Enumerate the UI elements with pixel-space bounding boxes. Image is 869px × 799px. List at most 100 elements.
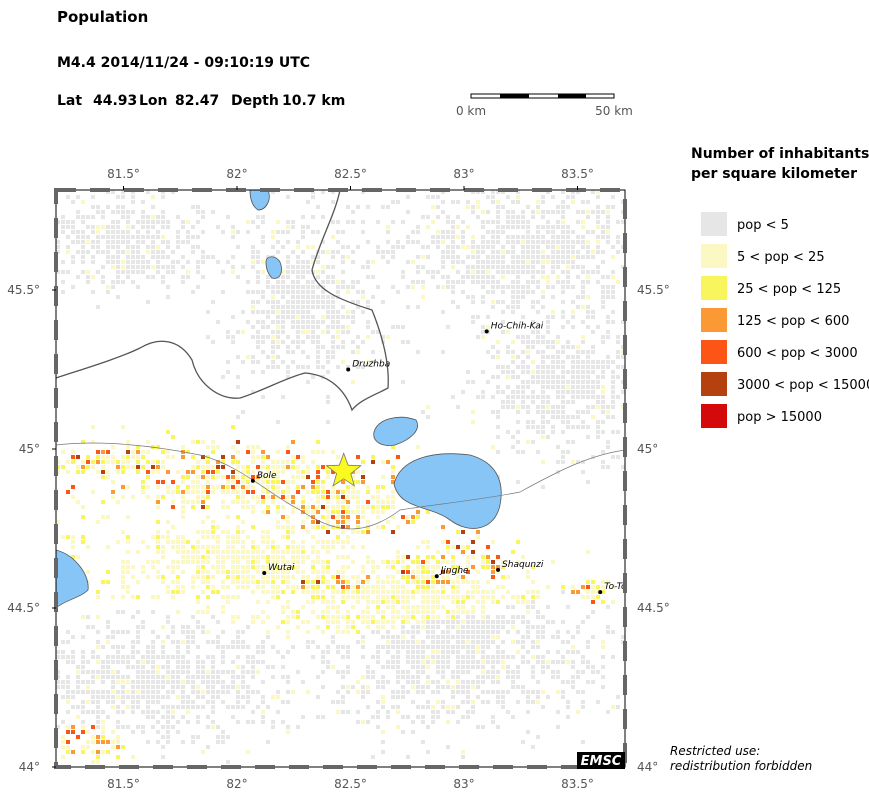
legend-swatch xyxy=(701,212,727,236)
population-cell xyxy=(146,220,150,224)
population-cell xyxy=(561,390,565,394)
population-cell xyxy=(426,610,430,614)
population-cell xyxy=(381,250,385,254)
population-cell xyxy=(326,310,330,314)
city-dot xyxy=(598,590,603,595)
population-cell xyxy=(611,275,615,279)
population-cell xyxy=(116,740,120,744)
population-cell xyxy=(456,615,460,619)
population-cell xyxy=(366,335,370,339)
population-cell xyxy=(281,230,285,234)
population-cell xyxy=(231,615,235,619)
population-cell xyxy=(331,250,335,254)
population-cell xyxy=(291,455,295,459)
population-cell xyxy=(81,200,85,204)
legend-title: Number of inhabitants xyxy=(691,146,869,162)
population-cell xyxy=(106,515,110,519)
population-cell xyxy=(556,265,560,269)
population-cell xyxy=(421,565,425,569)
population-cell xyxy=(516,225,520,229)
population-cell xyxy=(186,235,190,239)
population-cell xyxy=(201,555,205,559)
population-cell xyxy=(156,260,160,264)
population-cell xyxy=(476,250,480,254)
population-cell xyxy=(256,670,260,674)
population-cell xyxy=(246,565,250,569)
population-cell xyxy=(596,245,600,249)
population-cell xyxy=(361,290,365,294)
population-cell xyxy=(556,710,560,714)
population-cell xyxy=(116,660,120,664)
population-cell xyxy=(166,690,170,694)
population-cell xyxy=(321,345,325,349)
population-cell xyxy=(176,550,180,554)
population-cell xyxy=(386,630,390,634)
population-cell xyxy=(601,290,605,294)
population-cell xyxy=(131,465,135,469)
population-cell xyxy=(376,715,380,719)
population-cell xyxy=(146,265,150,269)
population-cell xyxy=(171,545,175,549)
population-cell xyxy=(176,660,180,664)
population-cell xyxy=(506,270,510,274)
population-cell xyxy=(266,510,270,514)
population-cell xyxy=(591,585,595,589)
population-cell xyxy=(131,755,135,759)
population-cell xyxy=(236,375,240,379)
population-cell xyxy=(411,630,415,634)
population-cell xyxy=(196,220,200,224)
population-cell xyxy=(141,710,145,714)
population-cell xyxy=(536,590,540,594)
population-cell xyxy=(531,250,535,254)
population-cell xyxy=(296,725,300,729)
population-cell xyxy=(156,550,160,554)
population-cell xyxy=(286,230,290,234)
population-cell xyxy=(276,240,280,244)
population-cell xyxy=(546,605,550,609)
population-cell xyxy=(146,670,150,674)
population-cell xyxy=(271,665,275,669)
city-label: To-To xyxy=(604,582,627,592)
population-cell xyxy=(251,620,255,624)
population-cell xyxy=(506,215,510,219)
population-cell xyxy=(341,480,345,484)
population-cell xyxy=(421,280,425,284)
population-cell xyxy=(251,245,255,249)
population-cell xyxy=(241,265,245,269)
population-cell xyxy=(361,580,365,584)
population-cell xyxy=(221,465,225,469)
population-cell xyxy=(101,275,105,279)
population-cell xyxy=(346,630,350,634)
population-cell xyxy=(426,560,430,564)
population-cell xyxy=(451,670,455,674)
population-cell xyxy=(346,520,350,524)
population-cell xyxy=(141,450,145,454)
population-cell xyxy=(271,545,275,549)
population-cell xyxy=(481,555,485,559)
population-cell xyxy=(316,475,320,479)
population-cell xyxy=(391,255,395,259)
population-cell xyxy=(466,265,470,269)
population-cell xyxy=(456,200,460,204)
population-cell xyxy=(311,245,315,249)
population-cell xyxy=(221,475,225,479)
population-cell xyxy=(316,345,320,349)
population-cell xyxy=(366,670,370,674)
population-cell xyxy=(561,460,565,464)
population-cell xyxy=(571,440,575,444)
population-cell xyxy=(96,740,100,744)
population-cell xyxy=(326,250,330,254)
population-cell xyxy=(566,195,570,199)
population-cell xyxy=(281,515,285,519)
badge-bg xyxy=(577,752,625,769)
population-cell xyxy=(236,355,240,359)
population-cell xyxy=(196,675,200,679)
population-cell xyxy=(486,565,490,569)
population-cell xyxy=(466,615,470,619)
population-cell xyxy=(556,245,560,249)
population-cell xyxy=(391,615,395,619)
population-cell xyxy=(586,590,590,594)
population-cell xyxy=(141,620,145,624)
population-cell xyxy=(391,505,395,509)
population-cell xyxy=(571,415,575,419)
